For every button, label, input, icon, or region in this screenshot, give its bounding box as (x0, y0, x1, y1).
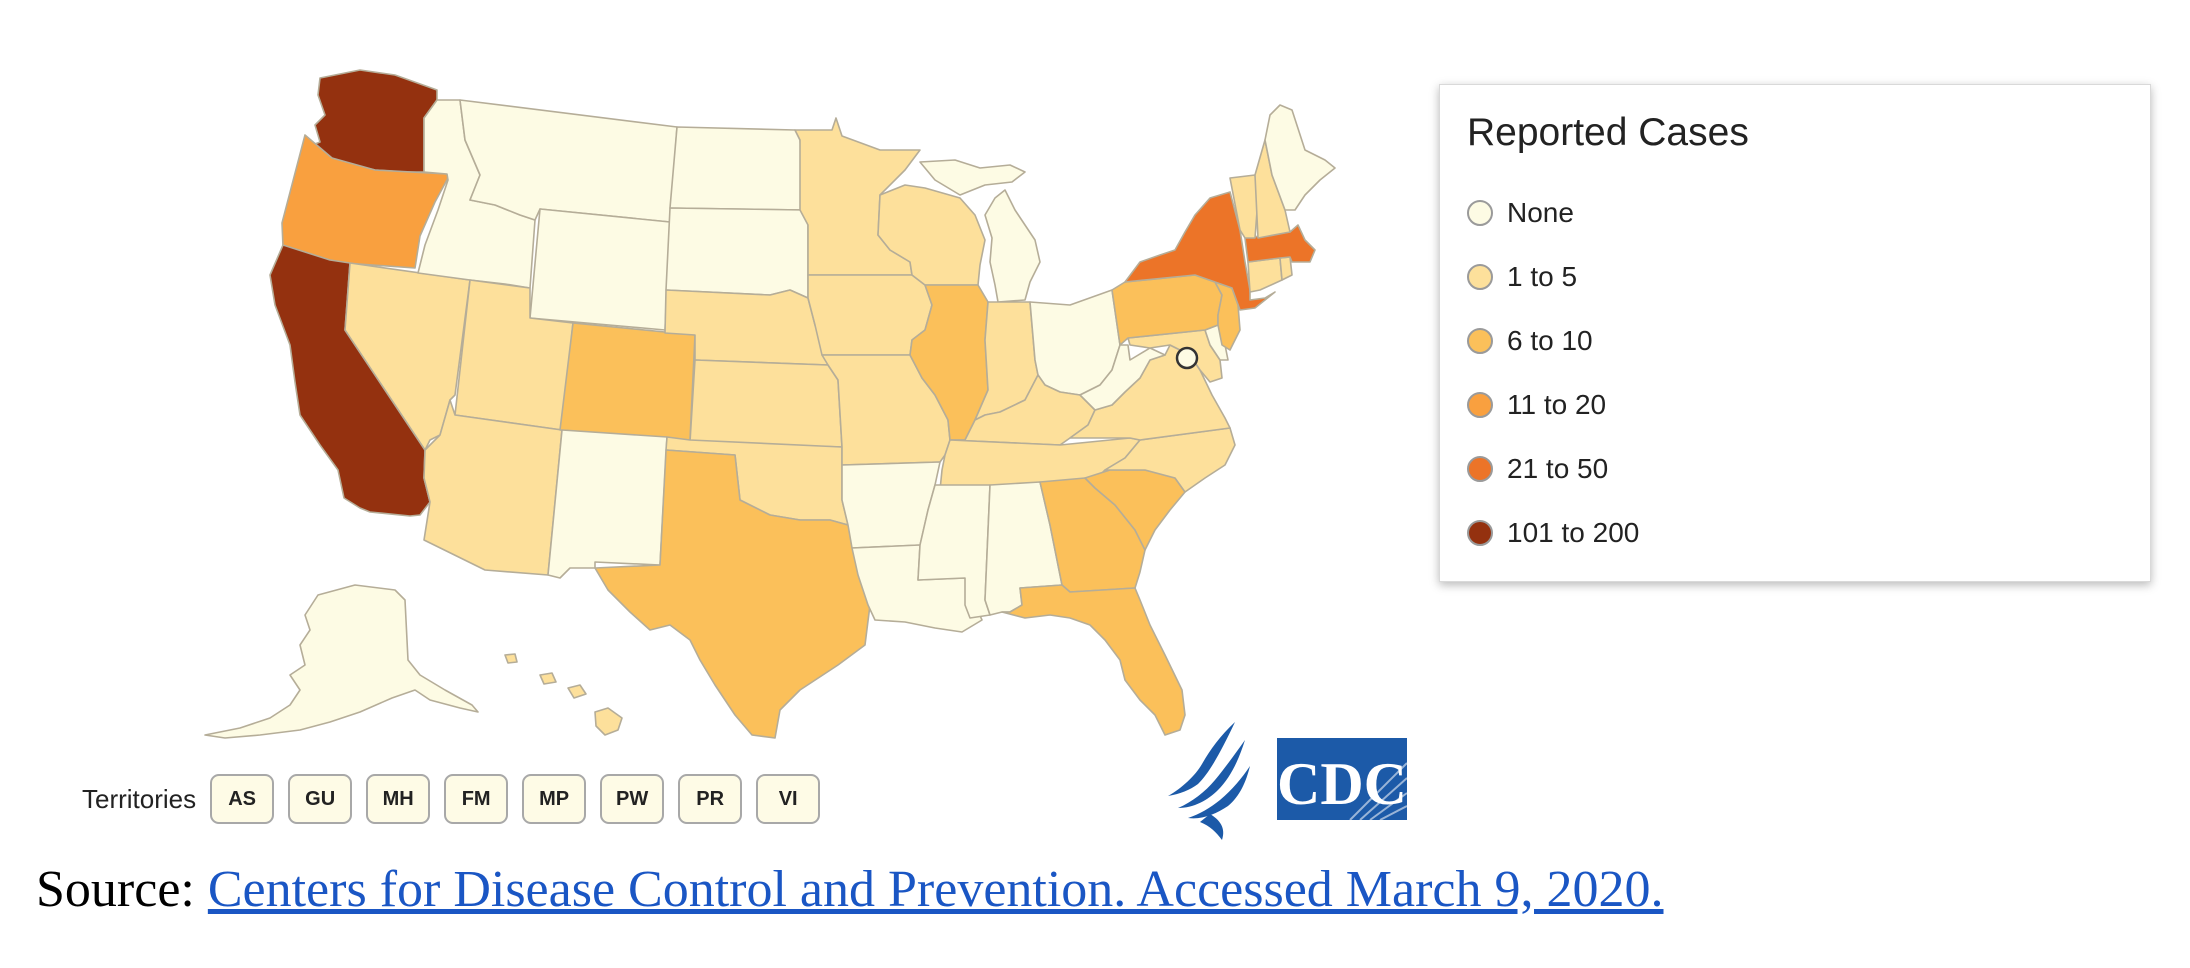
us-map (204, 69, 1336, 739)
state-colorado[interactable] (559, 322, 696, 441)
states-layer (204, 69, 1336, 739)
legend-item-11-to-20: 11 to 20 (1467, 388, 1606, 422)
territories-label: Territories (82, 783, 197, 814)
territory-button-mp[interactable]: MP (522, 774, 587, 824)
legend-label: 21 to 50 (1507, 453, 1609, 484)
territories-bar: Territories AS GU MH FM MP PW PR VI (82, 774, 834, 824)
state-north-dakota[interactable] (669, 126, 806, 211)
source-citation: Source: Centers for Disease Control and … (36, 860, 1664, 919)
territory-button-gu[interactable]: GU (288, 774, 353, 824)
legend-swatch (1467, 456, 1493, 482)
territory-button-pw[interactable]: PW (600, 774, 665, 824)
state-hawaii-island-maui[interactable] (567, 684, 587, 699)
state-florida[interactable] (1001, 584, 1186, 736)
cdc-logo-rays (1349, 762, 1408, 821)
legend-item-none: None (1467, 196, 1574, 230)
legend-swatch (1467, 392, 1493, 418)
state-kansas[interactable] (689, 359, 843, 448)
legend-swatch (1467, 200, 1493, 226)
state-hawaii[interactable] (594, 707, 623, 736)
state-hawaii-island-oahu[interactable] (539, 672, 557, 685)
territory-button-pr[interactable]: PR (678, 774, 743, 824)
state-new-york[interactable] (1124, 191, 1276, 311)
state-connecticut[interactable] (1247, 257, 1283, 293)
source-link[interactable]: Centers for Disease Control and Preventi… (207, 861, 1664, 918)
territory-button-mh[interactable]: MH (366, 774, 431, 824)
state-alaska[interactable] (204, 584, 479, 739)
legend-title: Reported Cases (1467, 111, 1749, 154)
source-prefix: Source: (36, 861, 208, 918)
legend-item-1-to-5: 1 to 5 (1467, 260, 1577, 294)
state-oregon[interactable] (281, 134, 449, 269)
state-wyoming[interactable] (529, 208, 671, 331)
state-south-dakota[interactable] (665, 207, 809, 299)
state-new-mexico[interactable] (547, 429, 668, 579)
legend-label: 101 to 200 (1507, 517, 1640, 548)
territory-button-fm[interactable]: FM (444, 774, 509, 824)
legend-item-6-to-10: 6 to 10 (1467, 324, 1593, 358)
cdc-logo-box (1277, 738, 1407, 820)
legend-panel: Reported Cases None 1 to 5 6 to 10 11 to… (1439, 84, 2151, 582)
state-north-carolina[interactable] (1104, 427, 1236, 493)
cdc-logo-text: CDC (1277, 751, 1407, 817)
territory-button-vi[interactable]: VI (756, 774, 821, 824)
state-massachusetts[interactable] (1244, 224, 1316, 263)
legend-label: None (1507, 197, 1574, 228)
legend-swatch (1467, 520, 1493, 546)
territory-button-as[interactable]: AS (210, 774, 275, 824)
dc-marker[interactable] (1175, 346, 1199, 370)
cdc-logo: CDC (1168, 722, 1408, 840)
legend-swatch (1467, 328, 1493, 354)
state-wisconsin[interactable] (877, 184, 986, 286)
legend-item-21-to-50: 21 to 50 (1467, 452, 1608, 486)
state-texas[interactable] (594, 449, 871, 739)
legend-item-101-to-200: 101 to 200 (1467, 516, 1639, 550)
legend-swatch (1467, 264, 1493, 290)
state-michigan-upper[interactable] (919, 159, 1026, 196)
legend-label: 11 to 20 (1507, 389, 1607, 420)
state-maine[interactable] (1264, 104, 1336, 211)
legend-label: 6 to 10 (1507, 325, 1593, 356)
state-hawaii-island-kauai[interactable] (504, 653, 518, 664)
state-michigan[interactable] (984, 189, 1041, 303)
state-montana[interactable] (459, 99, 678, 223)
state-west-virginia[interactable] (1079, 344, 1166, 411)
hhs-eagle-icon (1168, 722, 1250, 840)
legend-label: 1 to 5 (1507, 261, 1578, 292)
state-rhode-island[interactable] (1279, 256, 1293, 281)
